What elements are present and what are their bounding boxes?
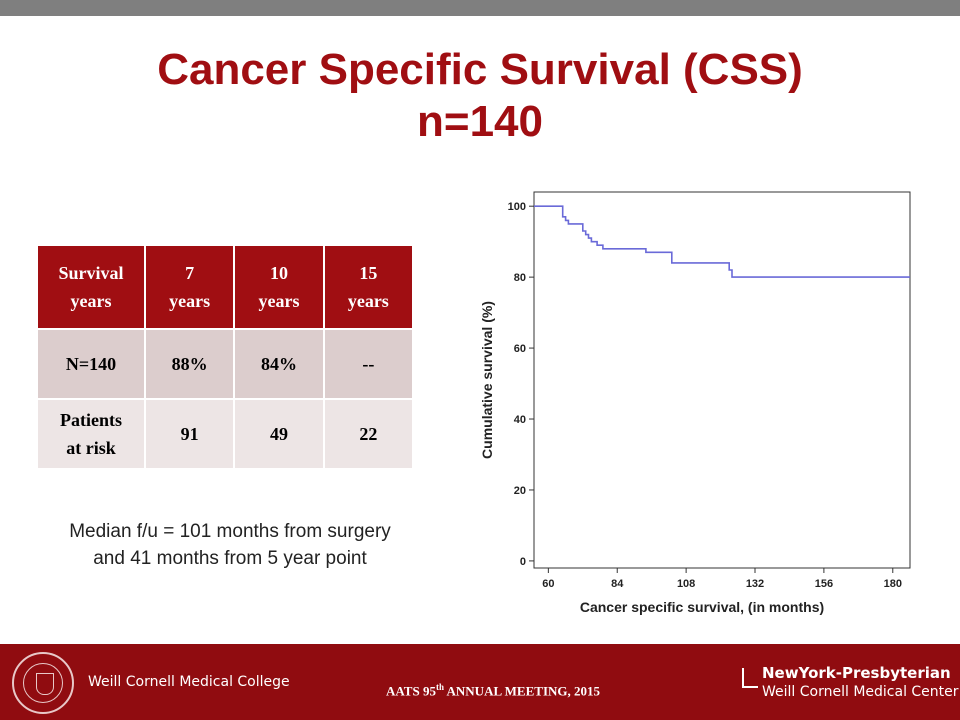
y-tick-label: 20 (514, 485, 526, 497)
y-tick-label: 100 (508, 201, 526, 213)
y-tick-label: 40 (514, 414, 526, 426)
header-text: years (169, 291, 211, 311)
meeting-prefix: AATS 95 (386, 683, 436, 699)
header-text: years (258, 291, 300, 311)
hospital-subtitle: Weill Cornell Medical Center (762, 684, 959, 700)
x-tick-label: 60 (542, 578, 554, 590)
header-text: years (347, 291, 389, 311)
survival-curve (534, 205, 910, 278)
header-text: 7 (185, 263, 195, 283)
header-text: years (70, 291, 112, 311)
y-axis-label: Cumulative survival (%) (479, 301, 495, 459)
survival-chart: 0 20 40 60 80 100 60 84 108 132 156 180 Cancer speci… (466, 180, 936, 630)
row-label-text: at risk (66, 438, 116, 458)
meeting-sup: th (435, 682, 444, 692)
seal-ring (23, 663, 63, 703)
row-label-text: Patients (60, 410, 122, 430)
table-row: N=140 88% 84% -- (38, 329, 415, 400)
row-label-n: N=140 (38, 329, 146, 400)
plot-frame (533, 191, 911, 569)
cell-15-years: 22 (323, 399, 415, 470)
y-tick-label: 60 (514, 343, 526, 355)
meeting-label: AATS 95th ANNUAL MEETING, 2015 (386, 682, 600, 699)
y-tick-label: 80 (514, 272, 526, 284)
college-name: Weill Cornell Medical College (88, 674, 290, 690)
cell-10-years: 49 (234, 399, 325, 470)
x-tick-label: 108 (677, 578, 695, 590)
header-15-years: 15 years (323, 246, 415, 330)
header-10-years: 10 years (234, 246, 325, 330)
footer-bar: Weill Cornell Medical College AATS 95th … (0, 644, 960, 720)
x-tick-label: 180 (884, 578, 902, 590)
x-tick-label: 84 (611, 578, 624, 590)
top-bar (0, 0, 960, 16)
hospital-logo-mark (742, 668, 758, 688)
x-tick-label: 132 (746, 578, 764, 590)
header-text: 15 (359, 263, 378, 283)
college-seal-logo (12, 652, 74, 714)
cell-7-years: 88% (145, 329, 236, 400)
seal-shield-icon (36, 673, 54, 695)
header-text: Survival (58, 263, 124, 283)
y-tick-label: 0 (520, 556, 526, 568)
cell-15-years: -- (323, 329, 415, 400)
median-follow-up-note: Median f/u = 101 months from surgery and… (69, 521, 391, 569)
header-text: 10 (269, 263, 288, 283)
table-header-row: Survival years 7 years 10 years 15 years (38, 246, 415, 330)
survival-chart-svg: 0 20 40 60 80 100 60 84 108 132 156 180 Cancer speci… (479, 191, 911, 615)
cell-10-years: 84% (234, 329, 325, 400)
title-line-1: Cancer Specific Survival (CSS) (157, 45, 803, 94)
meeting-suffix: ANNUAL MEETING, 2015 (443, 683, 601, 699)
survival-table: Survival years 7 years 10 years 15 years N=1… (38, 246, 415, 470)
hospital-name: NewYork-Presbyterian (762, 664, 951, 682)
slide-title: Cancer Specific Survival (CSS) n=140 (0, 44, 960, 148)
header-7-years: 7 years (145, 246, 236, 330)
x-tick-label: 156 (815, 578, 833, 590)
cell-7-years: 91 (145, 399, 236, 470)
table-row: Patients at risk 91 49 22 (38, 399, 415, 470)
header-survival-years: Survival years (38, 246, 146, 330)
row-label-patients-at-risk: Patients at risk (38, 399, 146, 470)
x-axis-label: Cancer specific survival, (in months) (580, 599, 824, 615)
title-line-2: n=140 (417, 97, 543, 146)
